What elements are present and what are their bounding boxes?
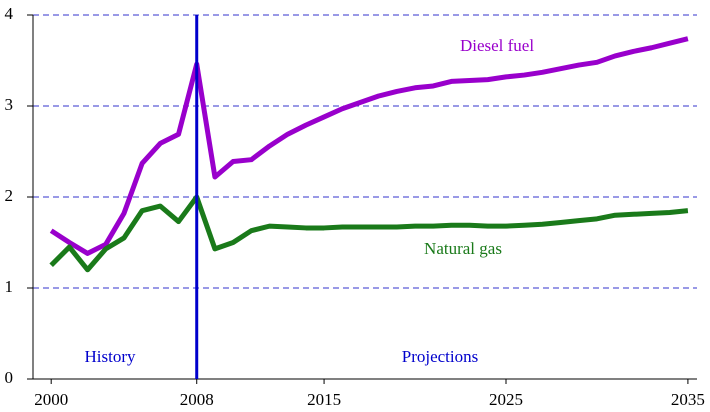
series-line <box>49 36 689 256</box>
x-tick-label: 2015 <box>307 390 341 409</box>
x-tick-label: 2000 <box>34 390 68 409</box>
y-tick-label: 2 <box>5 186 14 205</box>
series-label: Natural gas <box>424 239 502 258</box>
y-tick-label: 0 <box>5 368 14 387</box>
y-tick-label: 3 <box>5 95 14 114</box>
series-label: Diesel fuel <box>460 36 534 55</box>
y-tick-label: 1 <box>5 277 14 296</box>
series-line <box>49 194 689 273</box>
x-tick-label: 2035 <box>671 390 705 409</box>
x-tick-label: 2008 <box>180 390 214 409</box>
annotation: History <box>85 347 137 366</box>
annotation: Projections <box>402 347 479 366</box>
y-tick-label: 4 <box>5 4 14 23</box>
x-tick-label: 2025 <box>489 390 523 409</box>
